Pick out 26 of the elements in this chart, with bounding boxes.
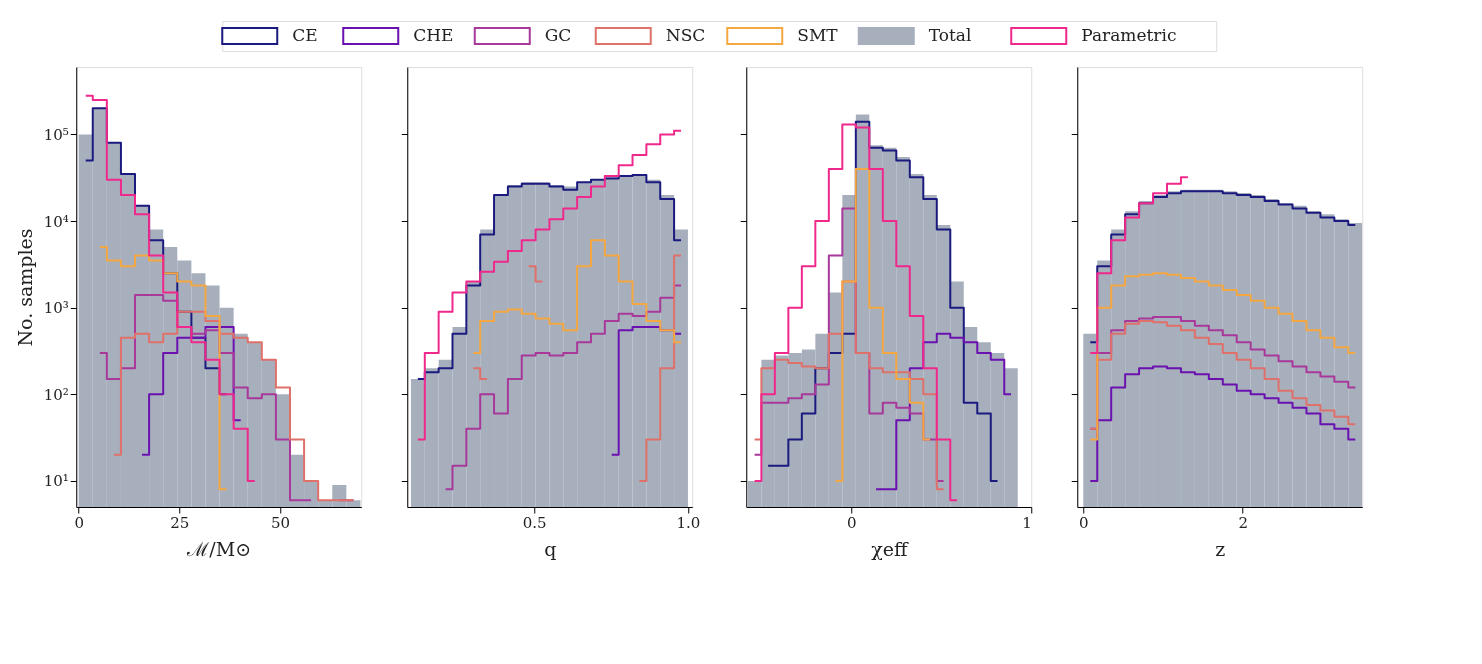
x-tick-label: 0 (74, 513, 84, 532)
legend-label: Total (928, 25, 972, 45)
y-tick-label: 10³ (43, 299, 69, 318)
legend-label: Parametric (1081, 25, 1177, 45)
x-tick-label: 0.5 (522, 513, 547, 532)
x-tick-label: 0 (1079, 513, 1089, 532)
y-tick-label: 10⁴ (43, 212, 69, 231)
x-axis-title: z (1215, 537, 1226, 560)
x-tick-label: 1.0 (676, 513, 701, 532)
x-tick-label: 25 (170, 513, 190, 532)
legend-label: CHE (413, 25, 454, 45)
y-tick-label: 10¹ (43, 472, 69, 491)
x-tick-label: 50 (270, 513, 290, 532)
x-tick-label: 2 (1238, 513, 1248, 532)
x-axis-title: χeff (871, 537, 909, 560)
x-tick-label: 1 (1022, 513, 1032, 532)
x-axis-title: ℳ/M⊙ (186, 537, 252, 560)
legend-label: NSC (665, 25, 706, 45)
x-tick-label: 0 (847, 513, 857, 532)
legend-label: SMT (797, 25, 839, 45)
x-axis-title: q (544, 537, 557, 560)
y-tick-label: 10⁵ (43, 125, 69, 144)
y-axis-title: No. samples (13, 228, 36, 347)
legend-label: GC (544, 25, 572, 45)
legend-label: CE (292, 25, 318, 45)
y-tick-label: 10² (43, 385, 69, 404)
